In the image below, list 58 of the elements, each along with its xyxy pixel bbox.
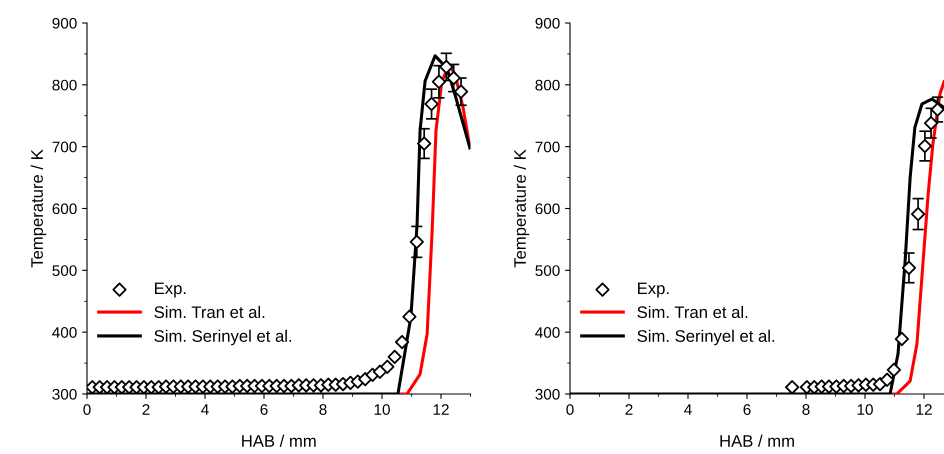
legend-label: Sim. Tran et al. <box>637 306 748 318</box>
legend-label: Exp. <box>155 282 186 298</box>
point <box>402 310 417 324</box>
y-tick-label: 800 <box>535 80 560 91</box>
legend-label: Sim. Tran et al. <box>154 306 264 318</box>
legend-label: Sim. Serinyel et al. <box>637 330 774 346</box>
x-tick-label: 0 <box>83 404 91 415</box>
y-tick-label: 700 <box>536 142 560 152</box>
y-tick-label: 600 <box>536 203 560 214</box>
x-axis-title: HAB / mm <box>242 434 316 447</box>
y-axis-title: Temperature / K <box>514 149 530 268</box>
legend-label: Sim. Serinyel et al. <box>154 330 292 346</box>
point <box>417 136 432 151</box>
point <box>394 334 410 350</box>
x-axis-title: HAB / mm <box>720 434 794 447</box>
point <box>432 74 446 89</box>
y-tick-label: 900 <box>536 18 560 29</box>
point <box>439 60 454 74</box>
point <box>446 70 461 86</box>
x-tick-label: 6 <box>260 404 268 415</box>
x-tick-label: 12 <box>434 404 449 415</box>
y-tick-label: 500 <box>535 265 560 276</box>
y-tick-label: 400 <box>535 327 560 338</box>
point <box>902 260 916 275</box>
x-tick-label: 10 <box>374 404 390 415</box>
point <box>886 362 902 377</box>
point <box>388 350 402 364</box>
y-tick-label: 700 <box>52 142 77 152</box>
x-tick-label: 2 <box>142 404 150 415</box>
point <box>880 372 894 387</box>
x-tick-label: 8 <box>319 404 327 415</box>
x-tick-label: 10 <box>858 404 873 415</box>
y-tick-label: 300 <box>535 388 560 400</box>
point <box>410 234 424 250</box>
y-tick-label: 600 <box>52 203 77 214</box>
y-tick-label: 300 <box>52 388 77 400</box>
point <box>910 206 926 222</box>
x-tick-label: 4 <box>684 404 692 415</box>
point <box>924 116 938 130</box>
x-tick-label: 2 <box>626 404 632 415</box>
point <box>785 380 800 394</box>
y-tick-label: 400 <box>52 327 77 338</box>
point <box>918 138 932 154</box>
point <box>424 96 439 112</box>
y-tick-label: 900 <box>52 18 77 29</box>
x-tick-label: 0 <box>566 404 574 415</box>
x-tick-label: 4 <box>201 404 209 415</box>
x-tick-label: 8 <box>802 404 810 415</box>
y-tick-label: 800 <box>52 80 77 91</box>
point <box>380 360 394 374</box>
y-tick-label: 500 <box>52 265 77 276</box>
point <box>894 332 909 346</box>
x-tick-label: 12 <box>916 404 932 415</box>
x-tick-label: 6 <box>744 404 751 415</box>
point <box>930 102 944 117</box>
y-axis-title: Temperature / K <box>30 149 46 268</box>
legend-label: Exp. <box>638 282 668 298</box>
point <box>454 84 468 99</box>
